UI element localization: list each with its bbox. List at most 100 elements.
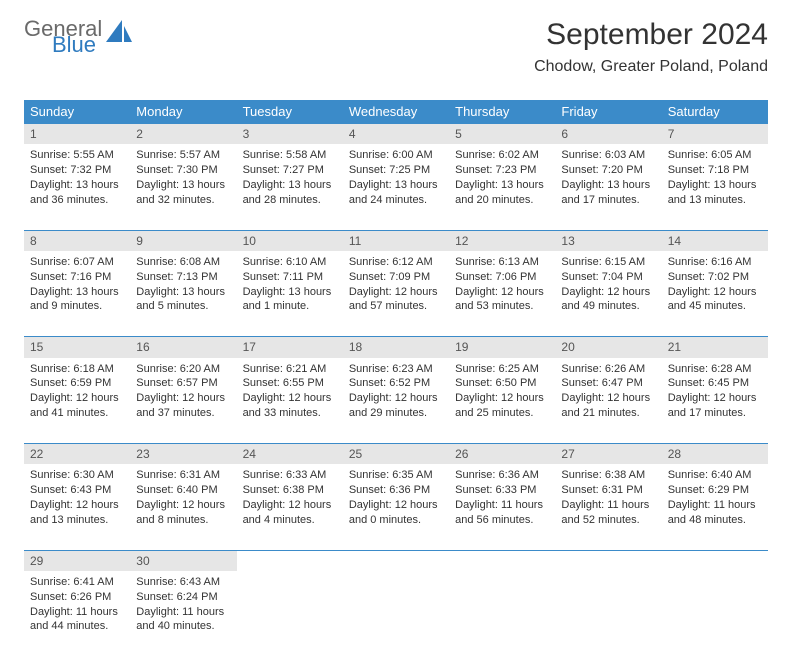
sunset-text: Sunset: 7:18 PM [668,163,762,178]
sunrise-text: Sunrise: 5:57 AM [136,148,230,163]
day-number-cell: 26 [449,444,555,465]
sunset-text: Sunset: 6:50 PM [455,376,549,391]
daylight-text: Daylight: 12 hours and 49 minutes. [561,285,655,315]
day-cell: Sunrise: 6:15 AMSunset: 7:04 PMDaylight:… [555,251,661,337]
logo-sail-icon [106,20,132,44]
sunset-text: Sunset: 7:16 PM [30,270,124,285]
sunset-text: Sunset: 7:02 PM [668,270,762,285]
day-number-row: 15161718192021 [24,337,768,358]
day-cell: Sunrise: 6:13 AMSunset: 7:06 PMDaylight:… [449,251,555,337]
sunrise-text: Sunrise: 6:05 AM [668,148,762,163]
day-cell: Sunrise: 6:30 AMSunset: 6:43 PMDaylight:… [24,464,130,550]
day-number-cell: 10 [237,230,343,251]
day-number-cell: 6 [555,124,661,145]
daylight-text: Daylight: 12 hours and 21 minutes. [561,391,655,421]
daylight-text: Daylight: 12 hours and 4 minutes. [243,498,337,528]
sunset-text: Sunset: 6:24 PM [136,590,230,605]
weekday-header: Wednesday [343,100,449,124]
sunrise-text: Sunrise: 6:33 AM [243,468,337,483]
daylight-text: Daylight: 12 hours and 33 minutes. [243,391,337,421]
sunset-text: Sunset: 7:23 PM [455,163,549,178]
daylight-text: Daylight: 12 hours and 0 minutes. [349,498,443,528]
day-number-cell: 7 [662,124,768,145]
day-number-cell: 5 [449,124,555,145]
daylight-text: Daylight: 13 hours and 1 minute. [243,285,337,315]
day-number-cell: 28 [662,444,768,465]
day-number-cell: 12 [449,230,555,251]
weekday-header: Thursday [449,100,555,124]
day-number-cell [343,550,449,571]
day-cell: Sunrise: 6:25 AMSunset: 6:50 PMDaylight:… [449,358,555,444]
day-number-cell: 20 [555,337,661,358]
daylight-text: Daylight: 11 hours and 48 minutes. [668,498,762,528]
sunset-text: Sunset: 7:25 PM [349,163,443,178]
day-number-cell: 8 [24,230,130,251]
day-cell: Sunrise: 6:07 AMSunset: 7:16 PMDaylight:… [24,251,130,337]
day-content-row: Sunrise: 6:18 AMSunset: 6:59 PMDaylight:… [24,358,768,444]
weekday-header-row: Sunday Monday Tuesday Wednesday Thursday… [24,100,768,124]
day-cell: Sunrise: 6:20 AMSunset: 6:57 PMDaylight:… [130,358,236,444]
day-number-cell: 15 [24,337,130,358]
day-cell [237,571,343,657]
daylight-text: Daylight: 12 hours and 53 minutes. [455,285,549,315]
location-text: Chodow, Greater Poland, Poland [534,58,768,76]
daylight-text: Daylight: 13 hours and 32 minutes. [136,178,230,208]
sunrise-text: Sunrise: 6:02 AM [455,148,549,163]
day-number-row: 891011121314 [24,230,768,251]
sunset-text: Sunset: 6:33 PM [455,483,549,498]
day-cell: Sunrise: 6:38 AMSunset: 6:31 PMDaylight:… [555,464,661,550]
sunrise-text: Sunrise: 6:36 AM [455,468,549,483]
daylight-text: Daylight: 13 hours and 36 minutes. [30,178,124,208]
day-number-cell: 21 [662,337,768,358]
sunrise-text: Sunrise: 6:21 AM [243,362,337,377]
calendar-table: Sunday Monday Tuesday Wednesday Thursday… [24,100,768,657]
sunrise-text: Sunrise: 6:43 AM [136,575,230,590]
day-number-cell [662,550,768,571]
daylight-text: Daylight: 13 hours and 28 minutes. [243,178,337,208]
daylight-text: Daylight: 13 hours and 5 minutes. [136,285,230,315]
day-cell: Sunrise: 6:26 AMSunset: 6:47 PMDaylight:… [555,358,661,444]
day-number-cell: 27 [555,444,661,465]
daylight-text: Daylight: 12 hours and 57 minutes. [349,285,443,315]
header: General Blue September 2024 Chodow, Grea… [24,18,768,76]
sunrise-text: Sunrise: 6:31 AM [136,468,230,483]
sunset-text: Sunset: 6:36 PM [349,483,443,498]
day-number-cell: 3 [237,124,343,145]
sunrise-text: Sunrise: 6:20 AM [136,362,230,377]
sunrise-text: Sunrise: 6:35 AM [349,468,443,483]
day-cell: Sunrise: 6:31 AMSunset: 6:40 PMDaylight:… [130,464,236,550]
weekday-header: Friday [555,100,661,124]
daylight-text: Daylight: 12 hours and 17 minutes. [668,391,762,421]
day-number-cell: 23 [130,444,236,465]
day-cell: Sunrise: 6:10 AMSunset: 7:11 PMDaylight:… [237,251,343,337]
sunrise-text: Sunrise: 6:07 AM [30,255,124,270]
sunrise-text: Sunrise: 6:38 AM [561,468,655,483]
sunrise-text: Sunrise: 5:55 AM [30,148,124,163]
sunset-text: Sunset: 7:27 PM [243,163,337,178]
daylight-text: Daylight: 12 hours and 25 minutes. [455,391,549,421]
day-cell: Sunrise: 6:08 AMSunset: 7:13 PMDaylight:… [130,251,236,337]
day-number-row: 22232425262728 [24,444,768,465]
sunrise-text: Sunrise: 6:28 AM [668,362,762,377]
day-number-cell [237,550,343,571]
day-cell: Sunrise: 6:16 AMSunset: 7:02 PMDaylight:… [662,251,768,337]
day-number-row: 1234567 [24,124,768,145]
daylight-text: Daylight: 13 hours and 24 minutes. [349,178,443,208]
day-number-cell: 18 [343,337,449,358]
day-cell: Sunrise: 6:12 AMSunset: 7:09 PMDaylight:… [343,251,449,337]
daylight-text: Daylight: 12 hours and 45 minutes. [668,285,762,315]
sunset-text: Sunset: 6:38 PM [243,483,337,498]
day-content-row: Sunrise: 6:30 AMSunset: 6:43 PMDaylight:… [24,464,768,550]
day-content-row: Sunrise: 6:41 AMSunset: 6:26 PMDaylight:… [24,571,768,657]
sunset-text: Sunset: 6:26 PM [30,590,124,605]
daylight-text: Daylight: 11 hours and 44 minutes. [30,605,124,635]
day-cell: Sunrise: 5:55 AMSunset: 7:32 PMDaylight:… [24,144,130,230]
sunset-text: Sunset: 7:32 PM [30,163,124,178]
weekday-header: Tuesday [237,100,343,124]
weekday-header: Monday [130,100,236,124]
day-number-cell [449,550,555,571]
sunrise-text: Sunrise: 6:03 AM [561,148,655,163]
sunset-text: Sunset: 7:09 PM [349,270,443,285]
daylight-text: Daylight: 12 hours and 41 minutes. [30,391,124,421]
day-content-row: Sunrise: 5:55 AMSunset: 7:32 PMDaylight:… [24,144,768,230]
